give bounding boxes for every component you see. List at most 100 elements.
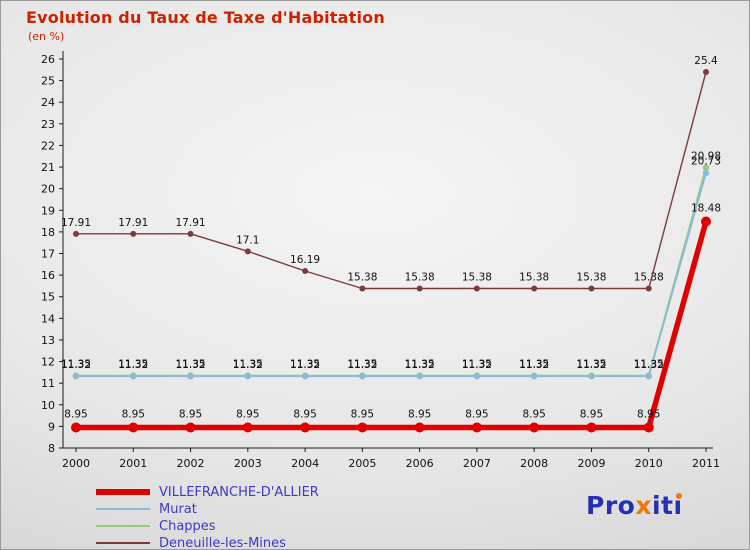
- legend-item: VILLEFRANCHE-D'ALLIER: [96, 484, 319, 500]
- data-point: [702, 169, 710, 177]
- logo-text: x: [635, 491, 652, 520]
- data-label: 11.35: [519, 358, 549, 370]
- x-tick-label: 2007: [463, 457, 491, 470]
- y-tick-label: 8: [48, 442, 55, 455]
- data-label: 11.35: [405, 358, 435, 370]
- legend-label: VILLEFRANCHE-D'ALLIER: [159, 484, 319, 500]
- chart-canvas: 8 9 10 11 12 13 14 15 16 17 18 19 20 21 22 23 24 25 26 2000…: [41, 51, 721, 470]
- data-label: 15.38: [634, 272, 664, 284]
- logo-text: it: [651, 491, 674, 520]
- legend-label: Deneuille-les-Mines: [159, 535, 286, 550]
- chart-subtitle: (en %): [28, 30, 65, 43]
- data-point: [359, 373, 366, 380]
- legend-swatch: [96, 508, 150, 510]
- data-point: [414, 422, 425, 433]
- data-label: 11.32: [290, 359, 320, 371]
- data-label: 11.35: [634, 358, 664, 370]
- data-label: 11.32: [462, 359, 492, 371]
- data-point: [702, 164, 710, 171]
- data-label: 8.95: [408, 408, 431, 420]
- data-label: 11.32: [61, 359, 91, 371]
- y-tick-label: 15: [41, 291, 55, 304]
- data-point: [645, 285, 652, 292]
- data-point: [529, 422, 540, 433]
- data-point: [703, 68, 709, 75]
- series-line: [73, 218, 709, 431]
- data-point: [187, 230, 194, 237]
- data-label: 8.95: [64, 408, 87, 420]
- y-tick-label: 9: [48, 420, 55, 433]
- data-label: 11.32: [233, 359, 263, 371]
- data-point: [185, 422, 196, 433]
- data-label: 11.35: [347, 358, 377, 370]
- data-label: 8.95: [293, 408, 316, 420]
- data-label: 11.32: [347, 359, 377, 371]
- data-label: 8.95: [580, 408, 603, 420]
- series-line: [75, 171, 707, 378]
- chart-title: Evolution du Taux de Taxe d'Habitation: [26, 8, 385, 27]
- data-point: [244, 373, 252, 380]
- data-label: 8.95: [236, 408, 259, 420]
- y-tick-label: 24: [41, 96, 55, 109]
- legend: VILLEFRANCHE-D'ALLIER Murat Chappes Dene…: [96, 484, 319, 550]
- series-line: [75, 166, 707, 377]
- data-label: 20.98: [691, 150, 721, 162]
- x-tick-label: 2003: [234, 457, 262, 470]
- data-label: 15.38: [347, 272, 377, 284]
- legend-swatch: [96, 542, 150, 544]
- y-tick-label: 25: [41, 75, 55, 88]
- data-point: [645, 373, 652, 380]
- data-point: [359, 285, 366, 292]
- data-point: [530, 373, 538, 380]
- data-label: 8.95: [637, 408, 660, 420]
- x-tick-label: 2010: [635, 457, 663, 470]
- data-point: [187, 373, 194, 380]
- x-tick-label: 2006: [406, 457, 434, 470]
- y-tick-label: 12: [41, 356, 55, 369]
- data-label: 11.35: [233, 358, 263, 370]
- data-point: [588, 373, 595, 380]
- data-label: 11.35: [462, 358, 492, 370]
- data-point: [73, 230, 79, 237]
- data-label: 11.32: [405, 359, 435, 371]
- data-label: 11.35: [61, 358, 91, 370]
- y-tick-label: 26: [41, 53, 55, 66]
- data-label: 11.35: [118, 358, 148, 370]
- y-tick-label: 16: [41, 269, 55, 282]
- x-tick-label: 2004: [291, 457, 319, 470]
- data-point: [71, 422, 81, 433]
- data-label: 16.19: [290, 254, 320, 266]
- data-point: [701, 216, 711, 227]
- data-point: [302, 268, 309, 275]
- data-label: 18.48: [691, 203, 721, 215]
- data-label: 11.35: [290, 358, 320, 370]
- data-label: 8.95: [351, 408, 374, 420]
- data-label: 8.95: [122, 408, 145, 420]
- legend-label: Chappes: [159, 518, 216, 534]
- data-point: [357, 422, 368, 433]
- data-label: 11.35: [176, 358, 206, 370]
- data-label: 20.73: [691, 156, 721, 168]
- data-label: 8.95: [465, 408, 488, 420]
- data-label: 15.38: [462, 272, 492, 284]
- x-tick-label: 2005: [348, 457, 376, 470]
- data-point: [531, 285, 538, 292]
- x-tick-label: 2008: [520, 457, 548, 470]
- y-tick-label: 17: [41, 248, 55, 261]
- legend-swatch: [96, 525, 150, 527]
- data-label: 17.91: [118, 217, 148, 229]
- data-label: 17.1: [236, 234, 259, 246]
- legend-item: Chappes: [96, 518, 319, 534]
- y-tick-label: 14: [41, 312, 55, 325]
- data-point: [128, 422, 139, 433]
- data-label: 11.32: [118, 359, 148, 371]
- logo-text: ı: [673, 491, 683, 520]
- legend-item: Murat: [96, 501, 319, 517]
- data-point: [72, 373, 80, 380]
- proxiti-logo: Proxitı: [586, 491, 683, 520]
- y-tick-label: 22: [41, 139, 55, 152]
- legend-swatch: [96, 489, 150, 495]
- legend-item: Deneuille-les-Mines: [96, 535, 319, 550]
- x-tick-label: 2002: [177, 457, 205, 470]
